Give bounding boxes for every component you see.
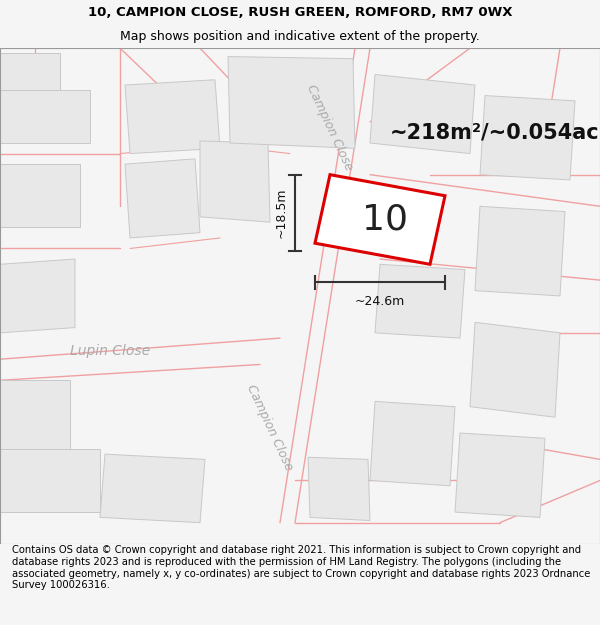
Polygon shape [308,458,370,521]
Polygon shape [0,90,90,143]
Polygon shape [0,380,70,449]
Text: ~18.5m: ~18.5m [275,188,287,238]
Polygon shape [0,259,75,333]
Text: ~218m²/~0.054ac.: ~218m²/~0.054ac. [390,122,600,142]
Text: Campion Close: Campion Close [304,82,356,172]
Polygon shape [228,56,355,148]
Polygon shape [455,433,545,518]
Text: Lupin Close: Lupin Close [70,344,150,357]
Polygon shape [480,96,575,180]
Polygon shape [315,174,445,264]
Text: 10: 10 [362,202,408,236]
Polygon shape [0,164,80,228]
Polygon shape [0,53,60,90]
Polygon shape [125,80,220,154]
Text: Contains OS data © Crown copyright and database right 2021. This information is : Contains OS data © Crown copyright and d… [12,546,590,590]
Polygon shape [375,264,465,338]
Polygon shape [200,141,270,222]
Polygon shape [0,449,100,512]
Polygon shape [370,74,475,154]
Polygon shape [125,159,200,238]
Polygon shape [100,454,205,522]
Text: Map shows position and indicative extent of the property.: Map shows position and indicative extent… [120,29,480,42]
Polygon shape [475,206,565,296]
Text: Campion Close: Campion Close [244,382,296,473]
Text: 10, CAMPION CLOSE, RUSH GREEN, ROMFORD, RM7 0WX: 10, CAMPION CLOSE, RUSH GREEN, ROMFORD, … [88,6,512,19]
Polygon shape [470,322,560,418]
Polygon shape [370,401,455,486]
Text: ~24.6m: ~24.6m [355,295,405,308]
